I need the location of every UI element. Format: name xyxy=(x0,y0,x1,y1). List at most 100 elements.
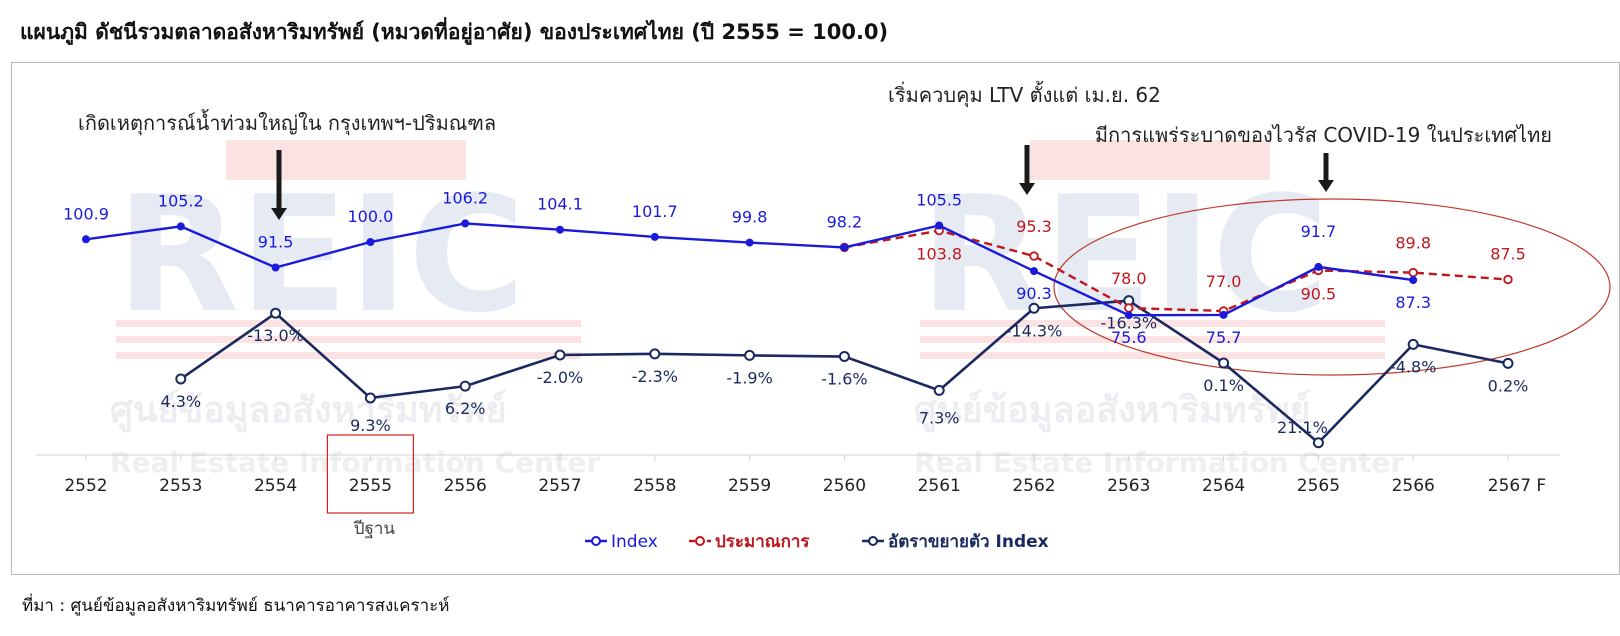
index-data-label: 99.8 xyxy=(732,208,768,227)
index-data-label: 104.1 xyxy=(537,195,583,214)
watermark: REIC ศูนย์ข้อมูลอสังหาริมทรัพย์ Real Estat… xyxy=(110,140,1404,479)
index-data-label: 106.2 xyxy=(442,188,488,207)
watermark-stripe xyxy=(116,320,581,327)
forecast-point xyxy=(1029,251,1039,261)
growth-data-label: -4.8% xyxy=(1390,357,1436,376)
index-data-label: 105.2 xyxy=(158,191,204,210)
growth-data-label: 9.3% xyxy=(350,416,391,435)
growth-data-label: -2.3% xyxy=(632,367,678,386)
legend-swatch-marker xyxy=(868,536,878,546)
growth-data-label: -13.0% xyxy=(247,326,304,345)
index-data-label: 75.7 xyxy=(1206,328,1242,347)
legend-label: อัตราขยายตัว Index xyxy=(888,532,1049,552)
growth-point xyxy=(1407,338,1419,350)
index-point xyxy=(461,219,470,228)
growth-point xyxy=(270,307,282,319)
annotation-arrow-head xyxy=(1318,180,1334,192)
growth-data-label: 6.2% xyxy=(445,399,486,418)
growth-point xyxy=(364,392,376,404)
forecast-data-label: 77.0 xyxy=(1206,272,1242,291)
index-data-label: 100.0 xyxy=(347,207,393,226)
index-data-label: 75.6 xyxy=(1111,328,1147,347)
watermark-stripe xyxy=(116,336,581,343)
growth-data-label: 0.2% xyxy=(1488,376,1529,395)
event-annotation: เริ่มควบคุม LTV ตั้งแต่ เม.ย. 62 xyxy=(888,81,1161,108)
annotation-arrow-head xyxy=(271,208,287,220)
watermark-roof xyxy=(1030,140,1270,180)
base-year-label: ปีฐาน xyxy=(353,519,396,539)
watermark-stripe xyxy=(920,352,1385,359)
watermark-stripe xyxy=(920,336,1385,343)
covid-highlight-ellipse xyxy=(1053,198,1611,376)
forecast-data-label: 78.0 xyxy=(1111,269,1147,288)
growth-data-label: -2.0% xyxy=(537,368,583,387)
growth-point xyxy=(1028,302,1040,314)
annotation-arrow-head xyxy=(1019,183,1035,195)
x-tick-label: 2556 xyxy=(444,476,487,496)
legend-label: Index xyxy=(611,532,658,552)
legend-label: ประมาณการ xyxy=(715,532,810,552)
growth-point xyxy=(1218,357,1230,369)
index-point xyxy=(1314,262,1323,271)
index-point xyxy=(745,238,754,247)
x-tick-label: 2553 xyxy=(159,476,202,496)
watermark-roof xyxy=(226,140,466,180)
watermark-thai-text: ศูนย์ข้อมูลอสังหาริมทรัพย์ xyxy=(914,389,1311,433)
x-tick-label: 2557 xyxy=(538,476,581,496)
index-point xyxy=(82,235,90,244)
x-tick-label: 2552 xyxy=(64,476,107,496)
chart-title: แผนภูมิ ดัชนีรวมตลาดอสังหาริมทรัพย์ (หมว… xyxy=(20,20,889,44)
watermark-stripe xyxy=(920,320,1385,327)
forecast-data-label: 90.5 xyxy=(1301,285,1337,304)
forecast-series-line xyxy=(844,229,1509,313)
legend-swatch-marker xyxy=(695,536,705,546)
chart-frame xyxy=(11,62,1620,575)
forecast-point xyxy=(1503,274,1513,285)
x-tick-label: 2558 xyxy=(633,476,676,496)
x-tick-label: 2566 xyxy=(1392,476,1435,496)
watermark-logo-text: REIC xyxy=(920,161,1329,348)
legend: Index ประมาณการ อัตราขยายตัว Index xyxy=(585,532,1049,552)
x-tick-label: 2560 xyxy=(823,476,866,496)
growth-data-label: 0.1% xyxy=(1203,376,1244,395)
x-tick-label: 2564 xyxy=(1202,476,1245,496)
source-note: ที่มา : ศูนย์ข้อมูลอสังหาริมทรัพย์ ธนาคา… xyxy=(22,596,450,616)
index-point xyxy=(840,243,849,252)
x-tick-label: 2565 xyxy=(1297,476,1340,496)
growth-data-label: 4.3% xyxy=(160,392,201,411)
event-annotation: มีการแพร่ระบาดของไวรัส COVID-19 ในประเทศ… xyxy=(1095,123,1552,147)
index-point xyxy=(1409,276,1418,285)
index-point xyxy=(1124,311,1133,320)
index-point xyxy=(1030,267,1038,276)
watermark-english-text: Real Estate Information Center xyxy=(110,446,600,479)
growth-point xyxy=(744,349,756,361)
x-tick-label: 2567 F xyxy=(1488,476,1546,496)
forecast-data-label: 95.3 xyxy=(1016,217,1052,236)
forecast-data-label: 87.5 xyxy=(1490,245,1526,264)
index-point xyxy=(1219,310,1228,319)
forecast-point xyxy=(1124,303,1134,313)
index-point xyxy=(271,263,280,272)
index-point xyxy=(366,238,375,246)
growth-point xyxy=(1502,357,1514,369)
forecast-point xyxy=(1408,267,1418,278)
index-data-label: 90.3 xyxy=(1016,284,1052,303)
growth-data-label: 21.1% xyxy=(1277,418,1328,437)
x-tick-label: 2554 xyxy=(254,476,297,496)
growth-point xyxy=(175,373,187,385)
growth-data-label: 7.3% xyxy=(919,408,960,427)
growth-point xyxy=(554,349,566,361)
growth-point xyxy=(1312,437,1324,449)
index-data-label: 105.5 xyxy=(916,191,962,210)
x-tick-label: 2563 xyxy=(1107,476,1150,496)
index-data-label: 98.2 xyxy=(827,212,863,231)
index-data-label: 91.5 xyxy=(258,233,294,252)
x-tick-label: 2559 xyxy=(728,476,771,496)
index-point xyxy=(650,232,659,241)
x-tick-label: 2561 xyxy=(918,476,961,496)
x-tick-label: 2562 xyxy=(1012,476,1055,496)
growth-point xyxy=(933,384,945,396)
watermark-logo-2: REIC ศูนย์ข้อมูลอสังหาริมทรัพย์ Real Estat… xyxy=(914,140,1404,479)
index-data-label: 91.7 xyxy=(1301,222,1337,241)
